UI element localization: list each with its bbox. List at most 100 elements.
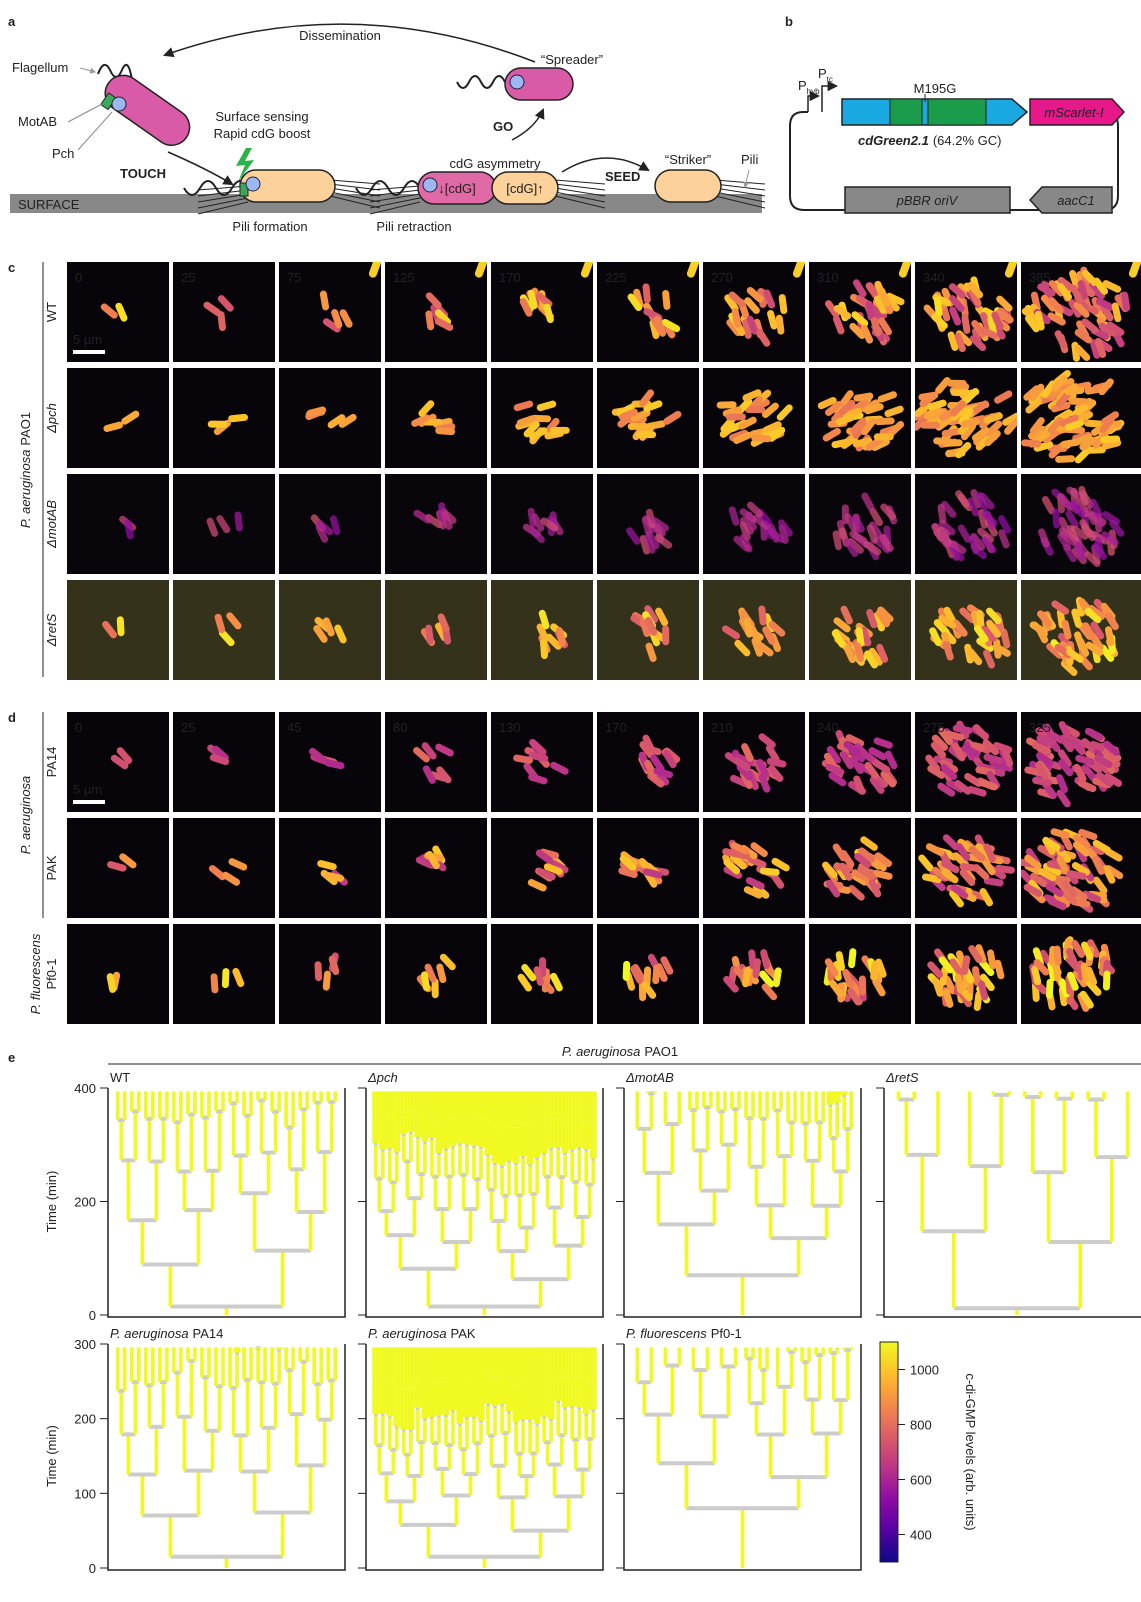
lineage xyxy=(378,1445,382,1459)
lineage xyxy=(671,1366,675,1391)
micrograph: 240 xyxy=(809,712,911,812)
lineage xyxy=(574,1199,578,1217)
lineage xyxy=(835,1347,839,1350)
lineage xyxy=(699,1171,703,1191)
lineage xyxy=(507,1178,511,1195)
lineage xyxy=(381,1164,385,1178)
lineage xyxy=(643,1151,647,1173)
scale-label: 5 µm xyxy=(73,332,102,347)
lineage xyxy=(453,1119,457,1146)
lineage xyxy=(514,1179,518,1195)
lineage xyxy=(386,1382,390,1416)
lineage xyxy=(811,1183,815,1206)
lineage xyxy=(486,1172,490,1189)
label: MotAB xyxy=(18,114,57,129)
lineage xyxy=(790,1139,794,1156)
lineage xyxy=(288,1392,292,1414)
lineage xyxy=(374,1414,378,1429)
time-label: 170 xyxy=(605,720,627,735)
lineage xyxy=(409,1132,413,1147)
lineage xyxy=(441,1482,445,1495)
lineage xyxy=(395,1152,399,1167)
lineage xyxy=(504,1449,508,1465)
micrograph xyxy=(703,818,805,918)
lineage xyxy=(235,1370,239,1388)
lineage xyxy=(276,1347,280,1348)
lineage xyxy=(786,1350,790,1352)
pointer xyxy=(80,68,95,72)
cell xyxy=(920,422,940,429)
lineage xyxy=(548,1091,552,1119)
micrograph-bg xyxy=(173,368,275,468)
lineage xyxy=(548,1383,552,1419)
lineage xyxy=(807,1107,811,1123)
label: P. aeruginosaPAO1 xyxy=(562,1044,678,1059)
lineage xyxy=(734,1127,738,1145)
page: {"panel_a":{"label":"a","dissemination":… xyxy=(0,0,1141,1602)
lineage xyxy=(172,1360,176,1373)
lineage xyxy=(249,1103,253,1115)
lineage xyxy=(730,1100,734,1109)
lineage xyxy=(474,1091,478,1118)
lineage xyxy=(249,1091,253,1103)
lineage xyxy=(650,1365,654,1382)
lineage xyxy=(207,1091,211,1104)
lineage xyxy=(130,1365,134,1382)
lineage xyxy=(414,1378,418,1408)
lineage xyxy=(567,1246,571,1263)
lineage xyxy=(507,1422,511,1433)
cell xyxy=(874,417,894,425)
lineage xyxy=(936,1091,940,1123)
lineage xyxy=(567,1513,571,1530)
lineage xyxy=(832,1138,836,1155)
lineage xyxy=(455,1242,459,1255)
cell xyxy=(1052,508,1060,528)
cell xyxy=(314,961,322,981)
lineage xyxy=(664,1356,668,1365)
lineage xyxy=(716,1101,720,1111)
lineage xyxy=(462,1192,466,1209)
lineage xyxy=(479,1163,483,1179)
lineage xyxy=(720,1128,724,1145)
lineage xyxy=(407,1112,411,1132)
lineage xyxy=(270,1101,274,1111)
lineage xyxy=(505,1379,509,1411)
lineage xyxy=(586,1381,590,1414)
lineage xyxy=(221,1367,225,1386)
lineage xyxy=(825,1206,829,1222)
lineage xyxy=(462,1462,466,1474)
lineage xyxy=(516,1091,520,1127)
lineage xyxy=(846,1129,850,1150)
lineage xyxy=(407,1091,411,1111)
lineage xyxy=(305,1354,309,1361)
label-part: P. aeruginosa xyxy=(18,450,33,529)
lineage xyxy=(388,1148,392,1165)
lineage xyxy=(120,1413,124,1435)
lineage xyxy=(416,1425,420,1442)
lineage xyxy=(158,1365,162,1382)
lineage xyxy=(233,1350,237,1353)
lineage xyxy=(577,1407,581,1423)
lineage xyxy=(448,1193,452,1209)
lineage xyxy=(579,1091,583,1119)
lineage xyxy=(451,1428,455,1445)
lineage xyxy=(765,1347,769,1358)
lineage xyxy=(463,1118,467,1145)
label-part: Pf0-1 xyxy=(711,1326,742,1341)
lineage xyxy=(583,1091,587,1120)
lineage xyxy=(197,1237,201,1264)
lineage xyxy=(376,1347,380,1381)
label: P. fluorescensPf0-1 xyxy=(626,1326,742,1341)
lineage xyxy=(776,1367,780,1387)
lineage xyxy=(137,1347,141,1364)
row-label: ΔmotAB xyxy=(44,500,59,549)
lineage xyxy=(952,1270,956,1308)
lineage xyxy=(520,1091,524,1123)
lineage xyxy=(586,1120,590,1149)
lineage xyxy=(636,1091,640,1110)
lineage xyxy=(414,1091,418,1114)
lineage xyxy=(650,1093,654,1111)
micrograph: 130 xyxy=(491,712,593,812)
row-label: Δpch xyxy=(44,403,59,434)
lineage xyxy=(386,1347,390,1381)
